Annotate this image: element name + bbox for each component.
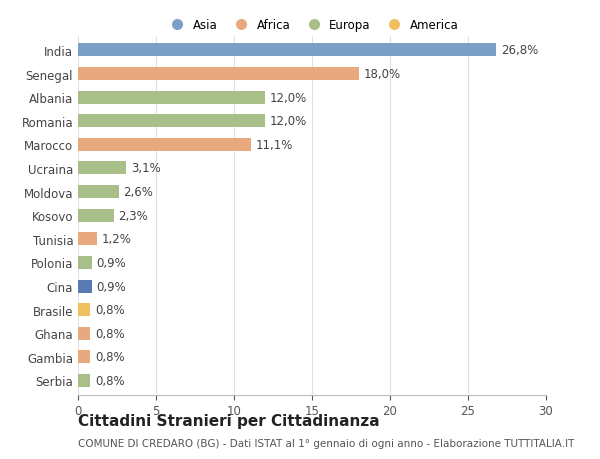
Text: 0,8%: 0,8% [95,374,125,387]
Text: 0,9%: 0,9% [97,257,127,269]
Text: 2,6%: 2,6% [123,186,153,199]
Bar [78,327,91,340]
Bar [78,257,92,269]
Bar [78,233,97,246]
Text: 2,3%: 2,3% [119,209,148,222]
Text: 26,8%: 26,8% [501,45,538,57]
Bar [78,115,265,128]
Text: 12,0%: 12,0% [270,91,307,105]
Bar [78,374,91,387]
Bar [78,303,91,316]
Bar [78,209,114,222]
Text: 0,8%: 0,8% [95,351,125,364]
Bar [78,162,127,175]
Text: 12,0%: 12,0% [270,115,307,128]
Text: 18,0%: 18,0% [364,68,401,81]
Bar [78,280,92,293]
Text: 0,9%: 0,9% [97,280,127,293]
Text: 0,8%: 0,8% [95,303,125,316]
Text: 0,8%: 0,8% [95,327,125,340]
Bar [78,186,119,199]
Bar [78,68,359,81]
Bar [78,351,91,364]
Text: COMUNE DI CREDARO (BG) - Dati ISTAT al 1° gennaio di ogni anno - Elaborazione TU: COMUNE DI CREDARO (BG) - Dati ISTAT al 1… [78,438,574,448]
Text: 11,1%: 11,1% [256,139,293,151]
Text: Cittadini Stranieri per Cittadinanza: Cittadini Stranieri per Cittadinanza [78,413,380,428]
Text: 1,2%: 1,2% [101,233,131,246]
Bar [78,45,496,57]
Bar [78,139,251,151]
Text: 3,1%: 3,1% [131,162,161,175]
Bar [78,91,265,105]
Legend: Asia, Africa, Europa, America: Asia, Africa, Europa, America [161,14,463,36]
